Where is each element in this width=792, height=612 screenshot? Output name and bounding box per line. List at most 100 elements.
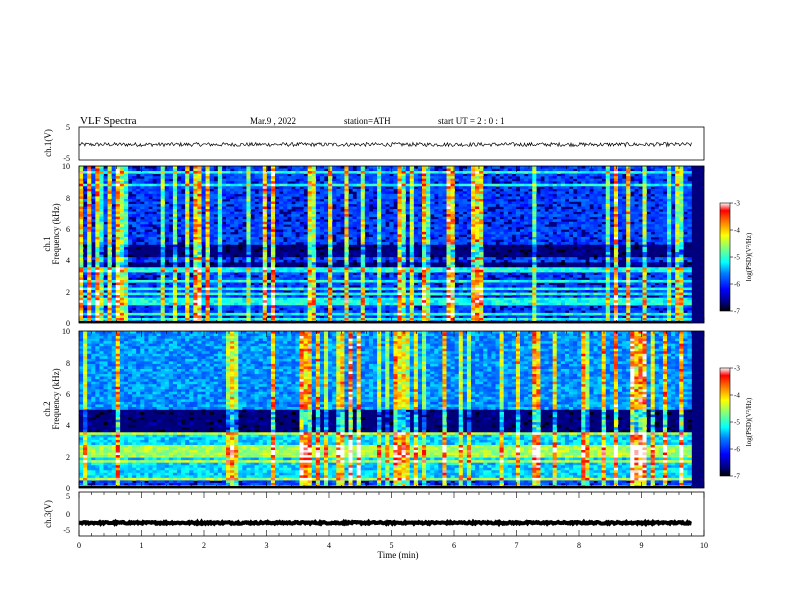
spectrogram-cell	[189, 186, 194, 190]
spectrogram-cell	[103, 181, 108, 185]
spectrogram-cell	[291, 257, 296, 260]
spectrogram-cell	[226, 173, 231, 177]
spectrogram-cell	[393, 231, 398, 235]
spectrogram-cell	[556, 171, 562, 174]
spectrogram-cell	[658, 178, 664, 182]
spectrogram-cell	[630, 186, 635, 190]
spectrogram-cell	[185, 244, 190, 248]
spectrogram-cell	[95, 267, 100, 271]
spectrogram-cell	[683, 226, 688, 230]
spectrogram-cell	[434, 234, 439, 238]
spectrogram-cell	[401, 221, 406, 225]
spectrogram-cell	[364, 203, 370, 207]
spectrogram-cell	[675, 176, 680, 179]
spectrogram-cell	[556, 236, 562, 240]
spectrogram-cell	[144, 188, 149, 192]
spectrogram-cell	[397, 211, 402, 215]
spectrogram-cell	[381, 234, 386, 238]
spectrogram-cell	[630, 234, 635, 238]
spectrogram-cell	[132, 186, 137, 190]
spectrogram-cell	[381, 186, 386, 190]
spectrogram-cell	[356, 203, 362, 207]
spectrogram-cell	[609, 166, 615, 169]
spectrogram-cell	[205, 231, 210, 235]
spectrogram-cell	[401, 257, 406, 260]
spectrogram-cell	[667, 264, 672, 268]
spectrogram-cell	[462, 171, 468, 174]
spectrogram-cell	[577, 171, 582, 174]
spectrogram-cell	[446, 166, 451, 169]
spectrogram-cell	[319, 178, 325, 182]
spectrogram-cell	[221, 241, 227, 245]
spectrogram-cell	[422, 216, 427, 220]
spectrogram-cell	[585, 234, 590, 238]
spectrogram-cell	[270, 168, 276, 172]
spectrogram-cell	[479, 224, 484, 228]
spectrogram-cell	[368, 188, 374, 192]
spectrogram-cell	[646, 181, 651, 185]
spectrogram-cell	[177, 209, 182, 212]
spectrogram-cell	[246, 229, 251, 233]
spectrogram-cell	[279, 247, 284, 250]
spectrogram-cell	[201, 239, 206, 243]
spectrogram-cell	[548, 231, 553, 235]
spectrogram-cell	[368, 211, 374, 215]
spectrogram-cell	[185, 176, 190, 179]
spectrogram-cell	[422, 249, 427, 253]
spectrogram-cell	[132, 176, 137, 179]
spectrogram-cell	[368, 236, 374, 240]
spectrogram-cell	[164, 196, 170, 200]
spectrogram-cell	[91, 214, 96, 217]
spectrogram-cell	[226, 254, 231, 258]
spectrogram-cell	[172, 219, 178, 223]
spectrogram-cell	[405, 183, 411, 187]
spectrogram-cell	[540, 201, 545, 205]
spectrogram-cell	[319, 191, 325, 195]
spectrogram-cell	[524, 236, 529, 240]
spectrogram-cell	[471, 252, 476, 255]
spectrogram-cell	[397, 188, 402, 192]
spectrogram-cell	[479, 257, 484, 260]
spectrogram-cell	[524, 168, 529, 172]
spectrogram-cell	[638, 191, 643, 195]
spectrogram-cell	[266, 188, 272, 192]
spectrogram-cell	[499, 226, 504, 230]
spectrogram-cell	[250, 219, 255, 223]
spectrogram-cell	[642, 166, 647, 169]
spectrogram-cell	[217, 186, 223, 190]
spectrogram-cell	[548, 196, 553, 200]
spectrogram-cell	[658, 181, 664, 185]
spectrogram-cell	[132, 236, 137, 240]
spectrogram-cell	[613, 229, 619, 233]
spectrogram-cell	[307, 236, 313, 240]
spectrogram-cell	[377, 221, 382, 225]
spectrogram-cell	[368, 226, 374, 230]
spectrogram-cell	[589, 226, 594, 230]
spectrogram-cell	[622, 203, 627, 207]
spectrogram-cell	[544, 229, 549, 233]
spectrogram-cell	[556, 219, 562, 223]
spectrogram-cell	[503, 166, 509, 169]
spectrogram-cell	[667, 241, 672, 245]
spectrogram-cell	[344, 267, 349, 271]
spectrogram-cell	[242, 236, 247, 240]
spectrogram-cell	[450, 264, 455, 268]
spectrogram-cell	[654, 191, 660, 195]
spectrogram-cell	[381, 214, 386, 217]
spectrogram-cell	[324, 226, 329, 230]
spectrogram-cell	[177, 229, 182, 233]
spectrogram-cell	[123, 229, 129, 233]
spectrogram-cell	[581, 201, 586, 205]
spectrogram-cell	[123, 171, 129, 174]
spectrogram-cell	[515, 198, 521, 202]
spectrogram-cell	[119, 247, 125, 250]
spectrogram-cell	[352, 221, 357, 225]
spectrogram-cell	[213, 198, 219, 202]
spectrogram-cell	[536, 224, 541, 228]
spectrogram-cell	[181, 221, 186, 225]
spectrogram-cell	[479, 201, 484, 205]
spectrogram-cell	[642, 196, 647, 200]
spectrogram-cell	[115, 214, 121, 217]
spectrogram-cell	[181, 262, 186, 266]
spectrogram-cell	[564, 186, 570, 190]
